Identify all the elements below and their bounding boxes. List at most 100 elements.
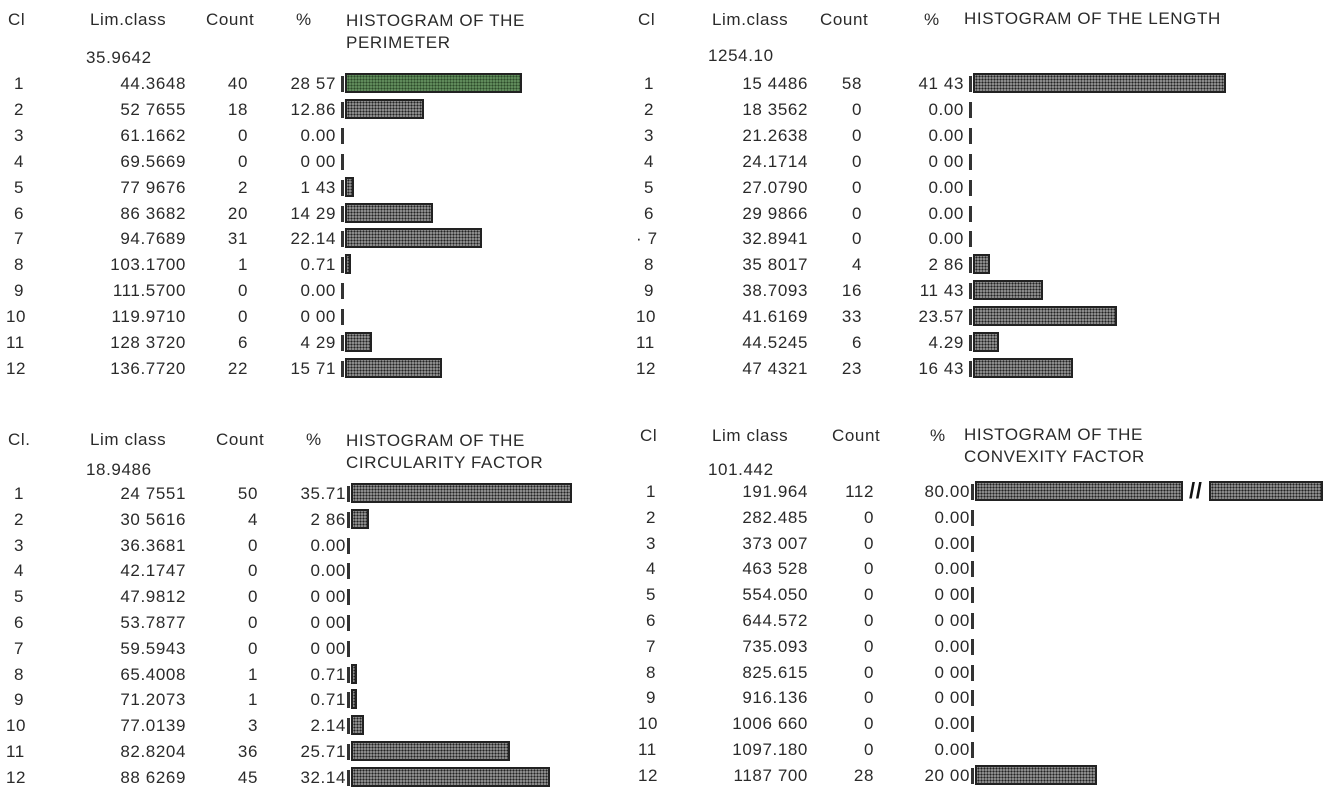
class-index: 7 bbox=[14, 229, 25, 249]
class-index: 1 bbox=[14, 74, 25, 93]
class-percent: 0.00 bbox=[300, 125, 336, 145]
class-limit: 86 3682 bbox=[120, 203, 186, 223]
bar-baseline-tick bbox=[971, 716, 974, 733]
class-limit: 18 3562 bbox=[742, 99, 808, 119]
class-index: 8 bbox=[646, 662, 657, 682]
class-percent: 0 00 bbox=[310, 613, 346, 632]
class-count: 0 bbox=[237, 281, 248, 301]
class-index: 7 bbox=[646, 636, 657, 656]
class-percent: 0 00 bbox=[300, 307, 336, 327]
class-count: 0 bbox=[863, 688, 874, 708]
bar-baseline-tick bbox=[341, 283, 344, 300]
class-limit: 44.3648 bbox=[120, 74, 186, 93]
class-index: 3 bbox=[14, 125, 25, 145]
histogram-bar bbox=[345, 176, 354, 197]
class-index: 9 bbox=[646, 688, 657, 708]
class-limit: 282.485 bbox=[742, 507, 808, 527]
class-percent: 0 00 bbox=[300, 151, 336, 171]
class-percent: 23.57 bbox=[918, 307, 964, 327]
class-count: 0 bbox=[863, 559, 874, 579]
class-count: 0 bbox=[851, 125, 862, 145]
bar-baseline-tick bbox=[341, 231, 344, 248]
class-count: 33 bbox=[841, 307, 862, 327]
histogram-bar bbox=[975, 764, 1098, 785]
class-limit: 916.136 bbox=[742, 688, 808, 708]
class-limit: 119.9710 bbox=[111, 307, 186, 327]
histogram-bar bbox=[351, 741, 510, 761]
class-percent: 0.00 bbox=[934, 507, 970, 527]
class-count: 0 bbox=[247, 561, 258, 581]
class-limit: 35 8017 bbox=[742, 255, 808, 275]
class-count: 0 bbox=[851, 177, 862, 197]
class-count: 1 bbox=[247, 690, 258, 710]
class-percent: 35.71 bbox=[300, 484, 346, 503]
bar-baseline-tick bbox=[341, 309, 344, 326]
bar-baseline-tick bbox=[971, 509, 974, 526]
class-percent: 0 00 bbox=[934, 611, 970, 630]
histogram-bar bbox=[345, 202, 434, 223]
bar-baseline-tick bbox=[969, 127, 972, 144]
class-limit: 128 3720 bbox=[110, 333, 186, 352]
class-index: 12 bbox=[6, 767, 27, 787]
class-index: 9 bbox=[644, 281, 655, 301]
class-limit: 644.572 bbox=[742, 611, 808, 630]
class-index: 4 bbox=[646, 559, 657, 579]
histogram-bar bbox=[351, 715, 365, 736]
class-limit: 41.6169 bbox=[742, 307, 808, 327]
class-index: 8 bbox=[644, 255, 655, 275]
class-count: 0 bbox=[237, 125, 248, 145]
class-count: 0 bbox=[237, 151, 248, 171]
class-limit: 32.8941 bbox=[742, 229, 808, 249]
bar-baseline-tick bbox=[971, 587, 974, 604]
class-limit: 77 9676 bbox=[120, 177, 186, 197]
class-index: 10 bbox=[638, 714, 659, 734]
bar-baseline-tick bbox=[347, 718, 350, 735]
bar-baseline-tick bbox=[341, 101, 344, 118]
class-percent: 0.00 bbox=[310, 561, 346, 581]
class-percent: 0.00 bbox=[928, 177, 964, 197]
class-count: 0 bbox=[247, 638, 258, 658]
class-limit: 44.5245 bbox=[742, 333, 808, 352]
class-percent: 41 43 bbox=[918, 74, 964, 93]
class-percent: 0.00 bbox=[934, 740, 970, 759]
class-index: 12 bbox=[638, 765, 659, 785]
header-ci: Cl bbox=[8, 10, 26, 29]
header-pct: % bbox=[306, 430, 322, 449]
class-percent: 25.71 bbox=[300, 742, 346, 761]
histogram-bar bbox=[973, 73, 1226, 93]
class-percent: 2 86 bbox=[310, 509, 346, 529]
bar-baseline-tick bbox=[969, 335, 972, 351]
header-count: Count bbox=[206, 10, 255, 29]
class-percent: 0.00 bbox=[928, 203, 964, 223]
class-limit: 27.0790 bbox=[742, 177, 808, 197]
class-limit: 52 7655 bbox=[120, 99, 186, 119]
class-index: 6 bbox=[14, 613, 25, 632]
class-count: 58 bbox=[841, 74, 862, 93]
bar-baseline-tick bbox=[971, 664, 974, 681]
bar-baseline-tick bbox=[969, 101, 972, 118]
class-limit: 15 4486 bbox=[742, 74, 808, 93]
header-pct: % bbox=[930, 426, 946, 445]
class-limit: 373 007 bbox=[742, 533, 808, 553]
bar-baseline-tick bbox=[971, 613, 974, 629]
header-count: Count bbox=[832, 426, 881, 445]
class-percent: 0 00 bbox=[934, 585, 970, 605]
bar-baseline-tick bbox=[341, 153, 344, 170]
bar-baseline-tick bbox=[341, 127, 344, 144]
class-count: 31 bbox=[227, 229, 248, 249]
class-percent: 0.00 bbox=[934, 559, 970, 579]
class-index: 5 bbox=[14, 177, 25, 197]
header-ci: Cl bbox=[640, 426, 658, 445]
class-count: 0 bbox=[863, 636, 874, 656]
class-index: 5 bbox=[14, 587, 25, 607]
class-limit: 61.1662 bbox=[120, 125, 186, 145]
bar-baseline-tick bbox=[347, 640, 350, 657]
class-count: 0 bbox=[247, 535, 258, 555]
class-limit: 1187 700 bbox=[733, 765, 808, 785]
first-class-limit: 35.9642 bbox=[86, 48, 152, 67]
bar-baseline-tick bbox=[347, 615, 350, 631]
histogram-bar bbox=[351, 766, 550, 787]
class-index: 4 bbox=[14, 151, 25, 171]
class-percent: 0 00 bbox=[310, 587, 346, 607]
class-count: 20 bbox=[227, 203, 248, 223]
